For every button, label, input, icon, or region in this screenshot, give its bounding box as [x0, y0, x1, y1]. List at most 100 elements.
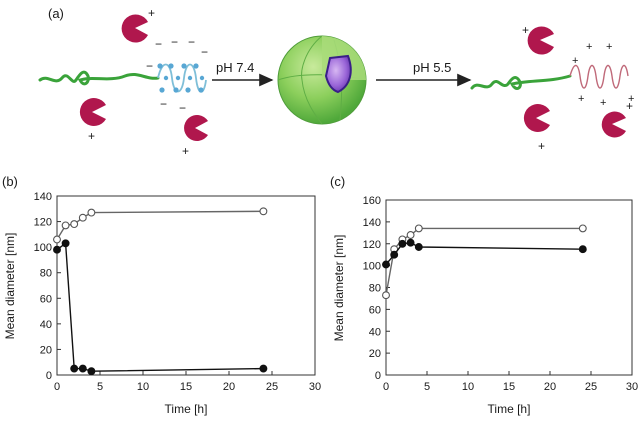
c-point-filled	[414, 243, 423, 251]
c-point-filled	[406, 238, 415, 247]
svg-text:−: −	[179, 101, 186, 115]
c-ytick-label: 80	[369, 283, 381, 295]
b-point-open	[70, 220, 79, 229]
c-point-filled	[382, 260, 390, 269]
b-point-open	[53, 235, 61, 244]
svg-text:+: +	[628, 93, 634, 105]
c-xtick-label: 10	[462, 381, 474, 393]
b-point-open	[61, 221, 70, 230]
b-ytick-label: 0	[46, 370, 52, 382]
c-point-filled	[398, 239, 407, 248]
c-xtick-label: 20	[544, 381, 556, 393]
plus-charges-right: + + + + + +	[572, 41, 634, 109]
panel-c-xlabel: Time [h]	[488, 402, 531, 416]
c-point-open	[382, 291, 390, 300]
c-xtick-label: 30	[626, 381, 638, 393]
panel-b-xlabel: Time [h]	[165, 402, 208, 416]
panel-a-label: (a)	[48, 6, 64, 21]
c-ytick-label: 0	[375, 370, 381, 382]
c-xtick-label: 5	[424, 381, 430, 393]
b-ytick-label: 60	[40, 293, 52, 305]
c-xtick-label: 25	[585, 381, 597, 393]
b-ytick-label: 40	[40, 319, 52, 331]
panel-c-label: (c)	[330, 174, 345, 189]
plus-charge: +	[148, 6, 155, 20]
c-ytick-label: 40	[369, 326, 381, 338]
b-xtick-label: 10	[137, 381, 149, 393]
panel-b-label: (b)	[2, 174, 18, 189]
b-point-open	[259, 207, 268, 216]
svg-text:−: −	[171, 35, 178, 49]
c-xtick-label: 0	[383, 381, 389, 393]
protein-icon-right-middle	[523, 104, 550, 132]
protein-icon-right-top	[527, 26, 554, 55]
b-ytick-label: 120	[34, 217, 52, 229]
peg-chain-left	[38, 70, 160, 86]
b-series-filled-line	[56, 241, 264, 372]
protein-icon-left-bottom	[184, 115, 208, 141]
b-xtick-label: 25	[266, 381, 278, 393]
b-xtick-label: 0	[54, 381, 60, 393]
b-xtick-label: 30	[309, 381, 321, 393]
plus-charge: +	[522, 23, 529, 37]
b-point-filled	[78, 364, 87, 373]
minus-charges-left: − − − − − − −	[146, 35, 208, 115]
b-xtick-label: 20	[223, 381, 235, 393]
protein-icon-right-bottom	[601, 111, 626, 138]
b-point-open	[87, 208, 96, 217]
b-ytick-label: 80	[40, 268, 52, 280]
panel-c-ylabel: Mean diameter [nm]	[332, 235, 346, 342]
b-xtick-label: 5	[97, 381, 103, 393]
c-point-open	[578, 224, 587, 233]
c-point-filled	[578, 245, 587, 254]
panel-b-chart: (b) 0 20 40 60 80 100 120 140 0 5 10 15 20 25 30 Mean…	[2, 174, 321, 416]
helix-beads-left	[157, 63, 205, 93]
protein-icon-left-top	[121, 14, 148, 43]
b-point-filled	[53, 245, 61, 254]
charged-polypeptide-right	[569, 64, 629, 89]
arrow2-label: pH 5.5	[413, 60, 451, 75]
b-ytick-label: 140	[34, 191, 52, 203]
plus-charge: +	[182, 144, 189, 158]
c-ytick-label: 60	[369, 304, 381, 316]
svg-text:+: +	[572, 55, 578, 67]
polyion-complex-micelle	[277, 35, 367, 125]
b-point-filled	[87, 367, 96, 376]
peg-chain-right	[470, 74, 572, 90]
c-xtick-label: 15	[503, 381, 515, 393]
c-point-open	[406, 231, 415, 239]
plus-charge: +	[538, 139, 545, 153]
b-series-open-line	[56, 210, 264, 240]
panel-b-ylabel: Mean diameter [nm]	[3, 233, 17, 340]
svg-text:+: +	[600, 97, 606, 109]
b-point-filled	[61, 239, 70, 248]
b-ytick-label: 20	[40, 344, 52, 356]
micelle-core	[324, 54, 352, 94]
c-series-open-line	[385, 227, 583, 296]
c-ytick-label: 140	[363, 217, 381, 229]
svg-text:−: −	[155, 37, 162, 51]
svg-text:+: +	[606, 41, 612, 53]
plus-charge: +	[626, 99, 633, 113]
b-point-filled	[259, 364, 268, 373]
panel-c-chart: (c) 0 20 40 60 80 100 120 140 160 0 5 10 15 20 25 30 M…	[330, 174, 638, 416]
c-ytick-label: 120	[363, 239, 381, 251]
panel-b-plot-area	[56, 195, 316, 376]
plus-charge: +	[88, 129, 95, 143]
c-ytick-label: 100	[363, 261, 381, 273]
b-point-open	[78, 213, 87, 222]
svg-text:+: +	[578, 93, 584, 105]
panel-a-schematic: (a) − − − − − − − + + +	[38, 6, 634, 158]
protein-icon-left-middle	[79, 98, 106, 126]
c-ytick-label: 20	[369, 348, 381, 360]
b-ytick-label: 100	[34, 242, 52, 254]
svg-text:−: −	[146, 59, 153, 73]
c-ytick-label: 160	[363, 195, 381, 207]
svg-text:+: +	[586, 41, 592, 53]
svg-text:−: −	[188, 35, 195, 49]
b-xtick-label: 15	[180, 381, 192, 393]
svg-text:−: −	[201, 45, 208, 59]
arrow1-label: pH 7.4	[216, 60, 254, 75]
panel-c-plot-area	[385, 199, 633, 376]
